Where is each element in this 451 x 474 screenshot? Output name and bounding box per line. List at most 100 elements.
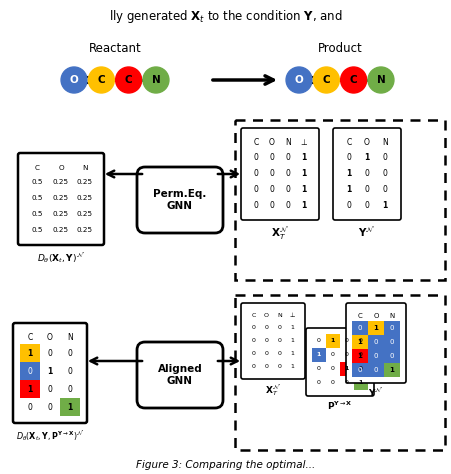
Text: 0: 0 [316,366,320,372]
Text: 0: 0 [330,353,334,357]
Text: 0: 0 [269,153,274,162]
Text: 0: 0 [316,338,320,344]
Text: O: O [69,75,78,85]
Bar [60,398,80,416]
Text: C: C [97,75,105,85]
Bar [383,363,399,377]
Text: 0: 0 [358,338,362,344]
Text: 0: 0 [264,364,268,369]
Text: 0: 0 [346,201,351,210]
Text: 0: 0 [285,184,290,193]
Text: O: O [373,312,378,319]
Text: $\mathbf{P}^{\mathbf{Y}\rightarrow\mathbf{X}}$: $\mathbf{P}^{\mathbf{Y}\rightarrow\mathb… [327,400,352,412]
Text: 0: 0 [344,381,348,385]
Text: Figure 3: Comparing the optimal...: Figure 3: Comparing the optimal... [136,460,315,470]
Text: N: N [388,312,394,319]
Bar [20,362,40,380]
Text: 0: 0 [251,364,255,369]
Text: 1: 1 [373,325,377,331]
Text: O: O [268,138,274,147]
Bar [383,321,399,335]
Text: 0: 0 [382,168,387,177]
FancyBboxPatch shape [240,303,304,379]
Text: $\mathbf{Y}^{\mathcal{N}}$: $\mathbf{Y}^{\mathcal{N}}$ [358,226,375,240]
Text: C: C [322,75,329,85]
FancyBboxPatch shape [137,342,222,408]
Text: 0: 0 [285,168,290,177]
Bar [367,335,383,349]
Text: 1: 1 [28,348,32,357]
Text: O: O [58,164,64,171]
Text: 0.5: 0.5 [31,227,43,233]
Bar [383,349,399,363]
Text: 0: 0 [251,325,255,330]
Text: O: O [363,138,369,147]
FancyBboxPatch shape [13,323,87,423]
Circle shape [340,67,366,93]
Text: 0: 0 [344,338,348,344]
Text: 0.25: 0.25 [53,211,69,217]
Bar [383,335,399,349]
Bar [351,321,367,335]
Text: N: N [285,138,290,147]
Text: Perm.Eq.
GNN: Perm.Eq. GNN [153,189,206,211]
Text: 0.25: 0.25 [53,179,69,185]
Text: Aligned
GNN: Aligned GNN [157,364,202,386]
Text: 0: 0 [28,402,32,411]
Text: 0: 0 [389,325,393,331]
Bar [20,380,40,398]
Text: $D_\theta(\mathbf{X}_t, \mathbf{Y}, \mathbf{P}^{\mathbf{Y}\rightarrow\mathbf{X}}: $D_\theta(\mathbf{X}_t, \mathbf{Y}, \mat… [16,429,84,443]
Text: 0: 0 [358,353,362,357]
Text: 0: 0 [364,201,368,210]
FancyBboxPatch shape [305,328,373,396]
Circle shape [143,67,169,93]
Text: C: C [34,164,39,171]
Text: $D_\theta(\mathbf{X}_t, \mathbf{Y})^{\mathcal{N}}$: $D_\theta(\mathbf{X}_t, \mathbf{Y})^{\ma… [37,251,85,265]
Text: C: C [251,313,255,318]
Text: 0: 0 [277,338,281,343]
Text: lly generated $\mathbf{X}_t$ to the condition $\mathbf{Y}$, and: lly generated $\mathbf{X}_t$ to the cond… [109,8,342,25]
Text: 0: 0 [330,381,334,385]
Circle shape [88,67,114,93]
Text: C: C [28,333,32,342]
Bar [367,363,383,377]
Text: 0: 0 [389,353,393,359]
Bar [351,363,367,377]
Text: 0: 0 [344,353,348,357]
Circle shape [367,67,393,93]
Text: N: N [82,164,87,171]
Text: 1: 1 [357,353,362,359]
Text: 0.5: 0.5 [31,195,43,201]
Text: N: N [276,313,281,318]
Text: 1: 1 [290,364,294,369]
Bar [339,362,353,376]
Text: O: O [263,313,268,318]
Text: 0: 0 [277,325,281,330]
Text: 1: 1 [345,184,351,193]
Text: 0: 0 [47,402,52,411]
Text: 1: 1 [67,402,73,411]
Bar [235,295,444,450]
Text: C: C [253,138,258,147]
Text: 1: 1 [290,325,294,330]
Text: 0: 0 [253,168,258,177]
Circle shape [313,67,339,93]
Text: $\mathbf{Y}^{\mathcal{N}}$: $\mathbf{Y}^{\mathcal{N}}$ [368,387,383,400]
Text: 0: 0 [364,184,368,193]
Text: 0.5: 0.5 [31,211,43,217]
Text: 0: 0 [264,351,268,356]
FancyBboxPatch shape [137,167,222,233]
FancyBboxPatch shape [332,128,400,220]
Text: N: N [381,138,387,147]
Text: 0.25: 0.25 [77,227,93,233]
Text: 0: 0 [253,201,258,210]
Text: ⊥: ⊥ [300,138,307,147]
Text: 1: 1 [301,168,306,177]
Text: 0.25: 0.25 [53,227,69,233]
Text: 1: 1 [389,367,394,373]
Text: 0: 0 [358,366,362,372]
Text: 0: 0 [346,153,351,162]
Circle shape [115,67,141,93]
Text: C: C [349,75,357,85]
Text: 0.25: 0.25 [77,195,93,201]
